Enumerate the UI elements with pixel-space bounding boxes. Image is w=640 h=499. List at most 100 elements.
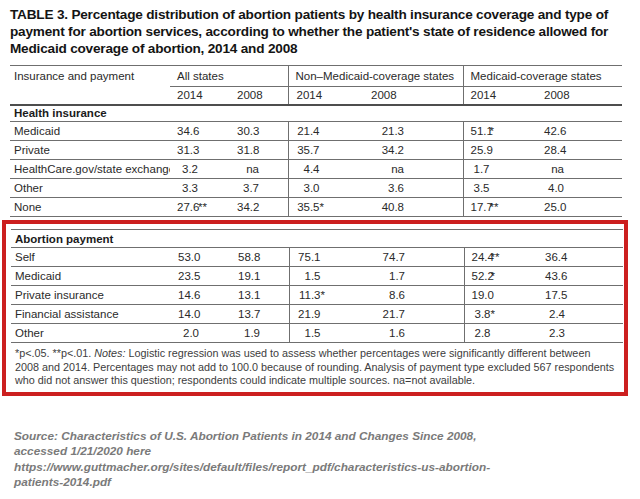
cell: 3.2 (170, 160, 228, 179)
cell: 21.3 (363, 122, 463, 141)
section-header-abortion-payment: Abortion payment (11, 230, 623, 248)
cell: 34.2 (363, 141, 463, 160)
row-label: Medicaid (10, 122, 170, 141)
cell: 21.9 (289, 305, 364, 324)
cell: na (363, 160, 463, 179)
table-row: Other 2.0 1.9 1.5 1.6 2.8 2.3 (11, 324, 623, 343)
section-header-health-insurance: Health insurance (10, 105, 622, 122)
cell: 30.3 (228, 122, 288, 141)
table-row: Private insurance 14.6 13.1 11.3* 8.6 19… (11, 286, 623, 305)
significance-note: *p<.05. **p<.01. (15, 347, 91, 359)
cell: 1.7 (463, 160, 538, 179)
empty-header-cell (10, 87, 170, 105)
notes-label: Notes: (94, 347, 125, 359)
cell: 13.7 (229, 305, 289, 324)
cell: 3.7 (228, 179, 288, 198)
source-line: accessed 1/21/2020 here (14, 444, 632, 460)
cell: 3.5 (463, 179, 538, 198)
insurance-table: Insurance and payment All states Non–Med… (10, 65, 622, 217)
cell: na (228, 160, 288, 179)
cell: 31.3 (170, 141, 228, 160)
cell: 3.3 (170, 179, 228, 198)
year-header: 2008 (228, 87, 288, 105)
cell: 52.2* (464, 267, 539, 286)
cell: 19.1 (229, 267, 289, 286)
year-header: 2014 (288, 87, 363, 105)
cell: 21.4 (288, 122, 363, 141)
table-row: Private 31.3 31.8 35.7 34.2 25.9 28.4 (10, 141, 622, 160)
table-row: Medicaid 34.6 30.3 21.4 21.3 51.1* 42.6 (10, 122, 622, 141)
cell: 2.3 (539, 324, 623, 343)
table-row: Other 3.3 3.7 3.0 3.6 3.5 4.0 (10, 179, 622, 198)
cell: 35.7 (288, 141, 363, 160)
cell: 40.8 (363, 198, 463, 217)
cell: 3.8* (464, 305, 539, 324)
cell: na (538, 160, 622, 179)
row-label: Private insurance (11, 286, 171, 305)
cell: 51.1* (463, 122, 538, 141)
cell: 28.4 (538, 141, 622, 160)
year-header: 2008 (363, 87, 463, 105)
cell: 35.5* (288, 198, 363, 217)
cell: 14.0 (171, 305, 229, 324)
cell: 1.6 (364, 324, 464, 343)
cell: 27.6** (170, 198, 228, 217)
year-header: 2014 (463, 87, 538, 105)
table-year-header-row: 2014 2008 2014 2008 2014 2008 (10, 87, 622, 105)
cell: 13.1 (229, 286, 289, 305)
group-header-all-states: All states (170, 66, 288, 87)
cell: 1.9 (229, 324, 289, 343)
cell: 11.3* (289, 286, 364, 305)
section-heading: Health insurance (10, 105, 622, 122)
table-row: None 27.6** 34.2 35.5* 40.8 17.7** 25.0 (10, 198, 622, 217)
cell: 3.0 (288, 179, 363, 198)
row-label: None (10, 198, 170, 217)
table-row: Financial assistance 14.0 13.7 21.9 21.7… (11, 305, 623, 324)
cell: 21.7 (364, 305, 464, 324)
table-group-header-row: Insurance and payment All states Non–Med… (10, 66, 622, 87)
cell: 3.6 (363, 179, 463, 198)
highlight-box: Abortion payment Self 53.0 58.8 75.1 74.… (2, 220, 628, 396)
group-header-non-medicaid-states: Non–Medicaid-coverage states (288, 66, 463, 87)
cell: 17.7** (463, 198, 538, 217)
cell: 24.4** (464, 248, 539, 267)
cell: 17.5 (539, 286, 623, 305)
row-label: Medicaid (11, 267, 171, 286)
cell: 42.6 (538, 122, 622, 141)
abortion-payment-table: Abortion payment Self 53.0 58.8 75.1 74.… (11, 229, 623, 343)
cell: 53.0 (171, 248, 229, 267)
cell: 43.6 (539, 267, 623, 286)
source-line: Source: Characteristics of U.S. Abortion… (14, 429, 632, 445)
row-label: Self (11, 248, 171, 267)
row-label: Private (10, 141, 170, 160)
row-label: Other (10, 179, 170, 198)
cell: 1.7 (364, 267, 464, 286)
cell: 36.4 (539, 248, 623, 267)
cell: 58.8 (229, 248, 289, 267)
cell: 1.5 (289, 267, 364, 286)
cell: 25.9 (463, 141, 538, 160)
source-citation: Source: Characteristics of U.S. Abortion… (10, 429, 632, 491)
cell: 1.5 (289, 324, 364, 343)
cell: 25.0 (538, 198, 622, 217)
row-label: HealthCare.gov/state exchange (10, 160, 170, 179)
cell: 14.6 (171, 286, 229, 305)
row-label: Other (11, 324, 171, 343)
table-footnote: *p<.05. **p<.01. Notes: Logistic regress… (11, 343, 619, 388)
cell: 4.4 (288, 160, 363, 179)
cell: 75.1 (289, 248, 364, 267)
corner-header: Insurance and payment (10, 66, 170, 87)
cell: 74.7 (364, 248, 464, 267)
cell: 2.0 (171, 324, 229, 343)
cell: 2.8 (464, 324, 539, 343)
table-row: Self 53.0 58.8 75.1 74.7 24.4** 36.4 (11, 248, 623, 267)
source-url: patients-2014.pdf (14, 475, 632, 491)
cell: 19.0 (464, 286, 539, 305)
section-heading: Abortion payment (11, 230, 623, 248)
cell: 34.6 (170, 122, 228, 141)
cell: 2.4 (539, 305, 623, 324)
page-title: TABLE 3. Percentage distribution of abor… (10, 6, 636, 57)
table-row: Medicaid 23.5 19.1 1.5 1.7 52.2* 43.6 (11, 267, 623, 286)
group-header-medicaid-states: Medicaid-coverage states (463, 66, 622, 87)
cell: 34.2 (228, 198, 288, 217)
